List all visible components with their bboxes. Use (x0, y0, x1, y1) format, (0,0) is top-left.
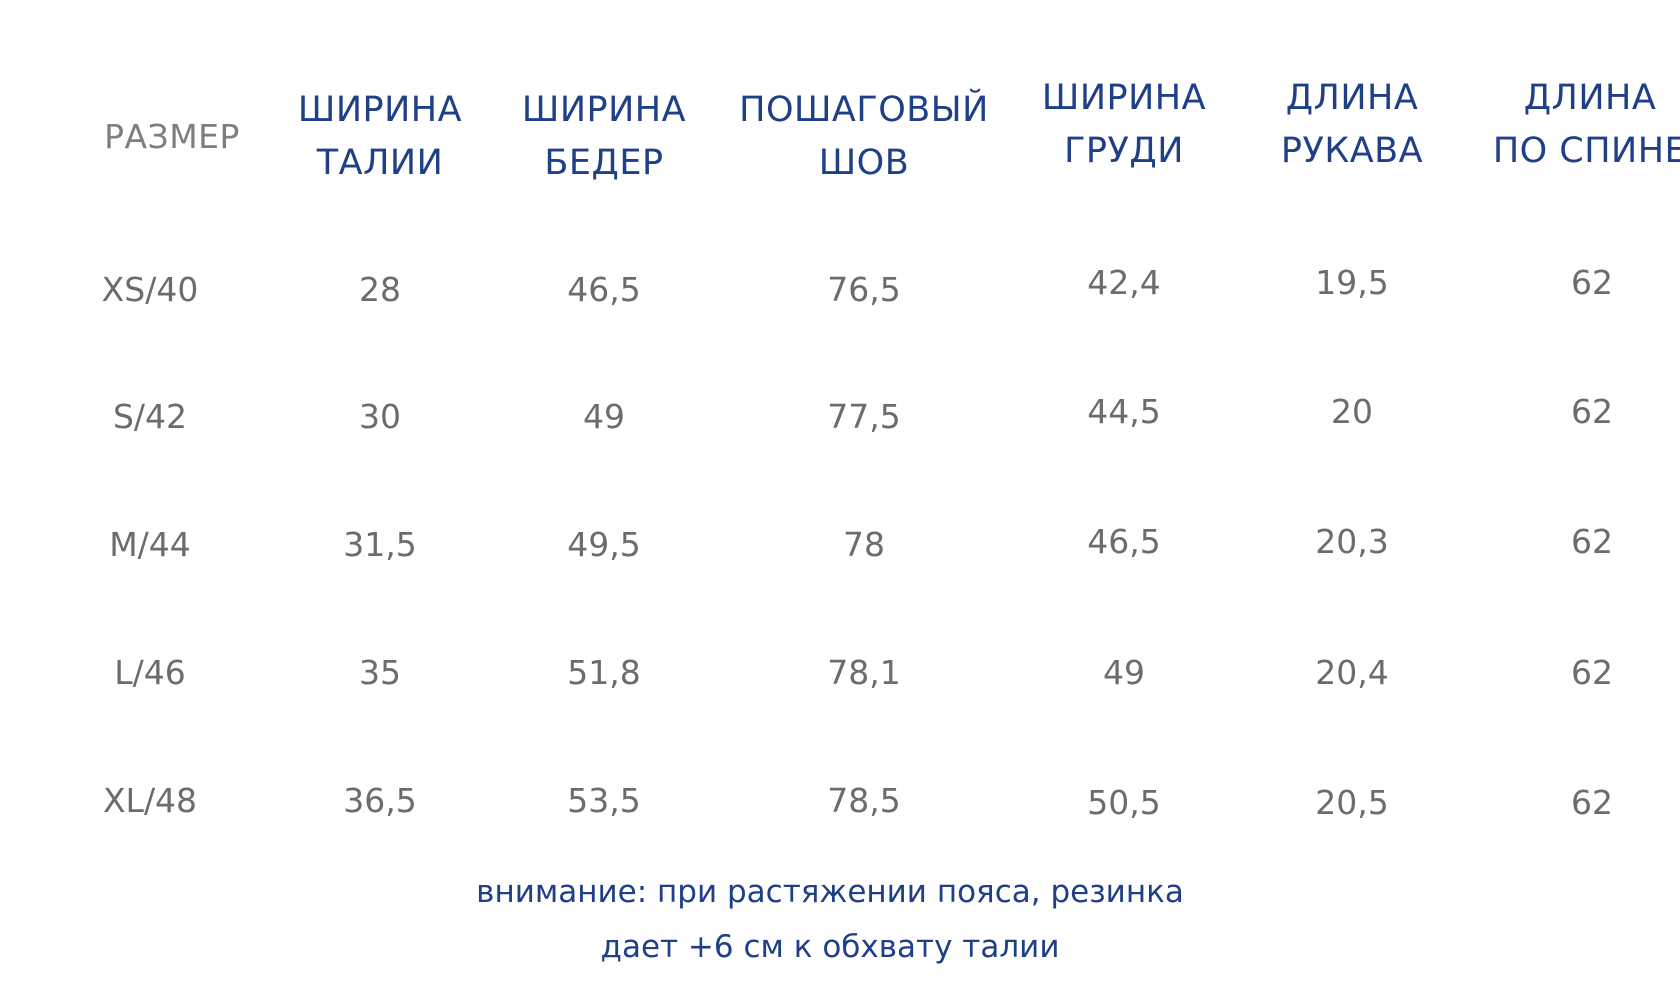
waistband-note-line-2: дает +6 см к обхвату талии (600, 929, 1060, 965)
header-hip-width-line-1: ШИРИНА (521, 90, 687, 130)
header-back-length-line-1: ДЛИНА (1523, 78, 1657, 118)
table-cell-hip: 46,5 (567, 270, 641, 309)
table-cell-waist: 30 (359, 397, 401, 436)
table-cell-waist: 36,5 (343, 781, 417, 820)
table-cell-size: XS/40 (101, 270, 199, 309)
table-cell-back: 62 (1571, 263, 1613, 302)
table-cell-chest: 50,5 (1087, 783, 1161, 822)
header-waist-width-line-1: ШИРИНА (297, 90, 463, 130)
header-size: РАЗМЕР (104, 110, 240, 163)
header-hip-width: ШИРИНА БЕДЕР (522, 84, 686, 190)
header-sleeve-length-line-1: ДЛИНА (1285, 78, 1419, 118)
table-cell-inseam: 76,5 (827, 270, 901, 309)
header-chest-width: ШИРИНА ГРУДИ (1042, 72, 1206, 178)
table-cell-hip: 49 (583, 397, 625, 436)
table-cell-chest: 46,5 (1087, 522, 1161, 561)
header-waist-width-line-2: ТАЛИИ (316, 143, 444, 183)
header-back-length-line-2: ПО СПИНЕ (1492, 131, 1680, 171)
table-cell-size: M/44 (109, 525, 191, 564)
table-cell-sleeve: 20 (1331, 392, 1373, 431)
table-cell-sleeve: 20,5 (1315, 783, 1389, 822)
table-cell-chest: 49 (1103, 653, 1145, 692)
header-inseam-line-1: ПОШАГОВЫЙ (739, 90, 989, 130)
table-cell-size: XL/48 (102, 781, 198, 820)
table-cell-sleeve: 20,4 (1315, 653, 1389, 692)
header-sleeve-length: ДЛИНА РУКАВА (1281, 72, 1423, 178)
header-inseam-line-2: ШОВ (818, 143, 910, 183)
table-cell-back: 62 (1571, 653, 1613, 692)
table-cell-inseam: 78,5 (827, 781, 901, 820)
waistband-note-line-1: внимание: при растяжении пояса, резинка (476, 874, 1184, 910)
header-hip-width-line-2: БЕДЕР (544, 143, 664, 183)
table-cell-waist: 35 (359, 653, 401, 692)
table-cell-chest: 42,4 (1087, 263, 1161, 302)
header-back-length: ДЛИНА ПО СПИНЕ (1493, 72, 1680, 178)
table-cell-back: 62 (1571, 522, 1613, 561)
table-cell-waist: 31,5 (343, 525, 417, 564)
header-size-line-1: РАЗМЕР (104, 117, 240, 156)
table-cell-size: L/46 (114, 653, 186, 692)
table-cell-hip: 53,5 (567, 781, 641, 820)
table-cell-chest: 44,5 (1087, 392, 1161, 431)
table-cell-size: S/42 (112, 397, 188, 436)
header-sleeve-length-line-2: РУКАВА (1280, 131, 1424, 171)
header-inseam: ПОШАГОВЫЙ ШОВ (739, 84, 989, 190)
table-cell-inseam: 77,5 (827, 397, 901, 436)
header-waist-width: ШИРИНА ТАЛИИ (298, 84, 462, 190)
table-cell-hip: 49,5 (567, 525, 641, 564)
table-cell-back: 62 (1571, 783, 1613, 822)
table-cell-inseam: 78 (843, 525, 885, 564)
table-cell-inseam: 78,1 (827, 653, 901, 692)
waistband-note: внимание: при растяжении пояса, резинка … (476, 865, 1184, 975)
table-cell-back: 62 (1571, 392, 1613, 431)
table-cell-hip: 51,8 (567, 653, 641, 692)
header-chest-width-line-2: ГРУДИ (1064, 131, 1184, 171)
table-cell-sleeve: 19,5 (1315, 263, 1389, 302)
table-cell-waist: 28 (359, 270, 401, 309)
table-cell-sleeve: 20,3 (1315, 522, 1389, 561)
header-chest-width-line-1: ШИРИНА (1041, 78, 1207, 118)
